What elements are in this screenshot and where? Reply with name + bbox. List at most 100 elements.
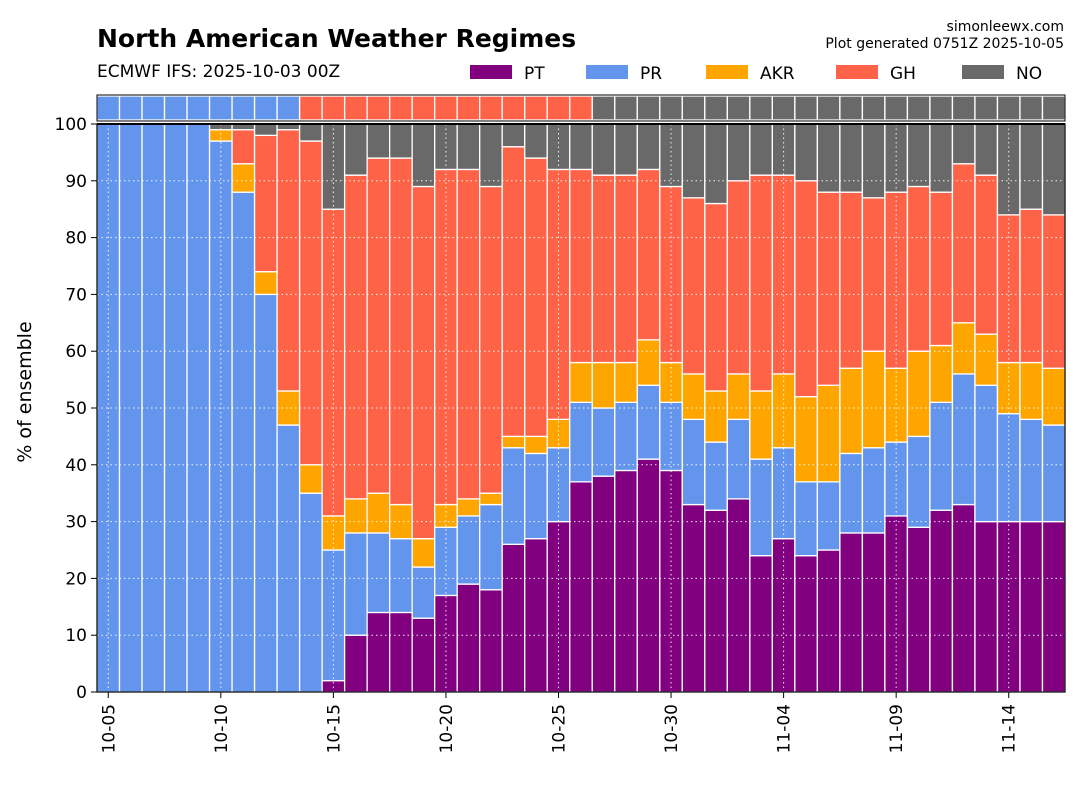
strip-cell-10-21 xyxy=(456,95,481,121)
strip-cell-10-13 xyxy=(276,95,301,121)
strip-cell-11-06 xyxy=(816,95,841,121)
bar-pr-11-08 xyxy=(861,447,886,534)
bar-pr-10-24 xyxy=(524,452,548,540)
bar-akr-11-02 xyxy=(726,373,751,421)
chart-title: North American Weather Regimes xyxy=(97,24,577,53)
bar-no-10-28 xyxy=(614,123,638,176)
legend: PT PR AKR GH NO xyxy=(470,64,1042,84)
bar-gh-10-13 xyxy=(276,129,301,392)
bar-no-10-23 xyxy=(501,123,526,148)
bar-akr-10-30 xyxy=(659,361,683,403)
bar-akr-11-07 xyxy=(839,367,864,455)
bar-pr-11-15 xyxy=(1019,418,1044,523)
bar-akr-10-17 xyxy=(366,492,391,534)
y-tick-label-0: 0 xyxy=(76,683,87,703)
bar-gh-10-11 xyxy=(231,129,256,165)
strip-frame xyxy=(96,94,1066,122)
strip-cell-10-12 xyxy=(253,95,278,121)
strip-cell-10-19 xyxy=(411,95,436,121)
bar-gh-10-14 xyxy=(298,140,323,466)
strip-cell-11-02 xyxy=(726,95,751,121)
bar-pr-11-14 xyxy=(996,413,1021,523)
bar-pr-10-27 xyxy=(591,407,616,477)
bar-no-10-19 xyxy=(411,123,436,188)
strip-cell-11-16 xyxy=(1041,95,1066,121)
bar-akr-10-27 xyxy=(591,361,616,409)
x-tick-label-10-10: 10-10 xyxy=(212,704,232,753)
bar-pt-10-17 xyxy=(366,611,391,693)
bar-akr-10-10 xyxy=(208,129,233,142)
bar-no-11-08 xyxy=(861,123,886,199)
strip-cell-11-15 xyxy=(1019,95,1044,121)
bar-pt-10-27 xyxy=(591,475,616,693)
bar-akr-11-13 xyxy=(974,333,999,386)
bar-pt-11-12 xyxy=(951,503,976,693)
x-tick-label-11-14: 11-14 xyxy=(1000,704,1020,753)
x-tick-label-10-05: 10-05 xyxy=(99,704,119,753)
strip-cell-10-11 xyxy=(231,95,256,121)
bar-pr-11-10 xyxy=(906,435,931,528)
bar-akr-10-16 xyxy=(343,498,368,534)
legend-swatch-pr xyxy=(586,65,628,79)
bar-akr-10-21 xyxy=(456,498,481,517)
bar-gh-10-28 xyxy=(614,174,638,364)
strip-cell-11-04 xyxy=(771,95,796,121)
strip-cell-10-26 xyxy=(569,95,593,121)
bar-pt-11-02 xyxy=(726,498,751,693)
strip-cell-11-09 xyxy=(884,95,909,121)
bar-pt-10-24 xyxy=(524,537,548,693)
legend-label-pr: PR xyxy=(640,64,662,84)
bar-pr-10-28 xyxy=(614,401,638,472)
bar-pr-11-03 xyxy=(749,458,773,557)
bar-pr-10-26 xyxy=(569,401,593,483)
bar-no-11-01 xyxy=(704,123,728,205)
y-tick-label-70: 70 xyxy=(65,285,87,305)
y-tick-label-60: 60 xyxy=(65,342,87,362)
strip-cell-10-17 xyxy=(366,95,391,121)
dominant-regime-strip xyxy=(96,94,1066,122)
bar-pt-10-28 xyxy=(614,469,638,693)
legend-swatch-akr xyxy=(706,65,748,79)
bar-akr-10-31 xyxy=(681,373,706,421)
bar-pr-10-21 xyxy=(456,515,481,585)
bar-pr-11-06 xyxy=(816,481,841,551)
bar-pt-11-15 xyxy=(1019,520,1044,693)
bar-pr-10-23 xyxy=(501,447,526,545)
bar-gh-10-19 xyxy=(411,185,436,540)
bar-no-10-29 xyxy=(636,123,661,171)
bar-pt-10-22 xyxy=(479,589,503,693)
bar-no-10-12 xyxy=(253,123,278,137)
bar-pr-10-31 xyxy=(681,418,706,506)
bar-pr-11-01 xyxy=(704,441,728,511)
bar-pr-10-11 xyxy=(231,191,256,693)
bar-akr-11-01 xyxy=(704,390,728,443)
bar-pt-10-16 xyxy=(343,634,368,693)
bar-no-10-26 xyxy=(569,123,593,171)
generation-timestamp: Plot generated 0751Z 2025-10-05 xyxy=(825,36,1064,52)
bar-no-11-16 xyxy=(1041,123,1066,216)
bar-no-11-15 xyxy=(1019,123,1044,210)
y-tick-label-40: 40 xyxy=(65,456,87,476)
bar-no-10-24 xyxy=(524,123,548,159)
bar-pt-11-09 xyxy=(884,515,909,693)
strip-cell-10-05 xyxy=(96,95,121,121)
bar-gh-10-17 xyxy=(366,157,391,494)
bar-gh-10-23 xyxy=(501,146,526,438)
bar-akr-11-15 xyxy=(1019,361,1044,421)
strip-cell-10-31 xyxy=(681,95,706,121)
bar-gh-10-31 xyxy=(681,197,706,375)
bar-gh-10-18 xyxy=(389,157,413,506)
bar-no-11-11 xyxy=(929,123,954,193)
bar-akr-11-12 xyxy=(951,322,976,375)
bar-gh-11-16 xyxy=(1041,214,1066,369)
bar-pr-10-16 xyxy=(343,532,368,636)
bar-gh-10-16 xyxy=(343,174,368,500)
y-tick-label-100: 100 xyxy=(55,115,87,135)
strip-cell-10-10 xyxy=(208,95,233,121)
bar-pt-11-07 xyxy=(839,532,864,693)
bar-akr-10-25 xyxy=(546,418,571,449)
bar-pr-11-13 xyxy=(974,384,999,523)
bar-no-11-03 xyxy=(749,123,773,176)
strip-cell-11-13 xyxy=(974,95,999,121)
